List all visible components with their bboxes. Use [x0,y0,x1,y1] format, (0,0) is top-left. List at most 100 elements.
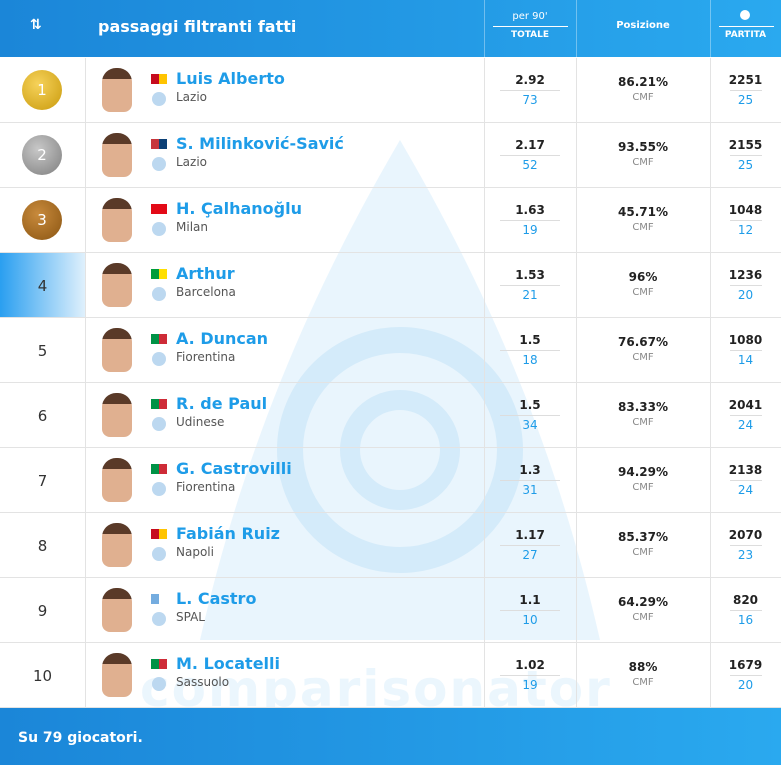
rank-medal: 1 [22,70,62,110]
rank: 8 [37,537,48,555]
games: 25 [737,93,754,107]
divider [730,90,762,91]
rank: 5 [37,342,48,360]
column-line [710,58,711,708]
team-logo [152,157,166,171]
player-name[interactable]: G. Castrovilli [176,459,292,478]
rank: 6 [37,407,48,425]
minutes: 820 [732,593,759,607]
player-name[interactable]: H. Çalhanoğlu [176,199,302,218]
team-name: Fiorentina [176,350,236,364]
divider [500,155,560,156]
flag [151,269,167,279]
minutes: 2251 [728,73,763,87]
row-line [0,122,781,123]
player-photo [102,393,132,437]
divider [730,285,762,286]
percent: 45.71% [618,205,668,219]
per90: 1.5 [519,333,541,347]
row-line [0,577,781,578]
rank: 10 [32,667,53,685]
player-photo [102,328,132,372]
row-line [0,252,781,253]
row-line [0,382,781,383]
header-position[interactable]: Posizione [616,20,670,31]
header-total: TOTALE [510,30,550,40]
flag [151,139,167,149]
row-line [0,707,781,708]
flag [151,204,167,214]
per90: 1.17 [515,528,545,542]
total: 21 [522,288,538,302]
minutes: 2070 [728,528,763,542]
total: 18 [522,353,538,367]
divider [500,350,560,351]
team-logo [152,677,166,691]
player-name[interactable]: M. Locatelli [176,654,280,673]
column-line [484,58,485,708]
player-photo [102,458,132,502]
role: CMF [632,157,654,168]
team-name: Udinese [176,415,225,429]
row-line [0,187,781,188]
divider [730,350,762,351]
player-photo [102,68,132,112]
column-line [85,58,86,708]
flag [151,529,167,539]
rank-medal: 2 [22,135,62,175]
flag [151,74,167,84]
minutes: 2138 [728,463,763,477]
player-name[interactable]: R. de Paul [176,394,268,413]
divider [730,675,762,676]
total: 31 [522,483,538,497]
per90: 2.17 [515,138,545,152]
total: 27 [522,548,538,562]
footer-text: Su 79 giocatori. [18,730,143,746]
total: 52 [522,158,538,172]
player-name[interactable]: S. Milinković-Savić [176,134,344,153]
header-per90: per 90' [512,11,548,22]
percent: 83.33% [618,400,668,414]
team-name: Fiorentina [176,480,236,494]
games: 23 [737,548,754,562]
per90: 2.92 [515,73,545,87]
rank: 4 [37,277,48,295]
header: ⇅ passaggi filtranti fatti per 90' TOTAL… [0,0,781,57]
total: 19 [522,223,538,237]
games: 24 [737,483,754,497]
flag [151,594,167,604]
role: CMF [632,612,654,623]
percent: 94.29% [618,465,668,479]
player-name[interactable]: Fabián Ruiz [176,524,280,543]
divider [500,220,560,221]
role: CMF [632,547,654,558]
header-title: passaggi filtranti fatti [98,17,297,36]
flag [151,659,167,669]
percent: 76.67% [618,335,668,349]
role: CMF [632,677,654,688]
divider [730,610,762,611]
divider [500,90,560,91]
team-logo [152,612,166,626]
row-line [0,512,781,513]
team-name: SPAL [176,610,205,624]
rank: 9 [37,602,48,620]
minutes: 2155 [728,138,763,152]
player-name[interactable]: Luis Alberto [176,69,285,88]
player-name[interactable]: Arthur [176,264,235,283]
minutes: 1080 [728,333,763,347]
role: CMF [632,482,654,493]
sort-icon[interactable]: ⇅ [30,17,42,33]
player-name[interactable]: L. Castro [176,589,257,608]
total: 19 [522,678,538,692]
games: 20 [737,288,754,302]
watermark-logo [200,140,600,640]
divider [730,155,762,156]
player-photo [102,198,132,242]
percent: 88% [628,660,658,674]
player-name[interactable]: A. Duncan [176,329,269,348]
divider [730,480,762,481]
games: 20 [737,678,754,692]
player-photo [102,653,132,697]
